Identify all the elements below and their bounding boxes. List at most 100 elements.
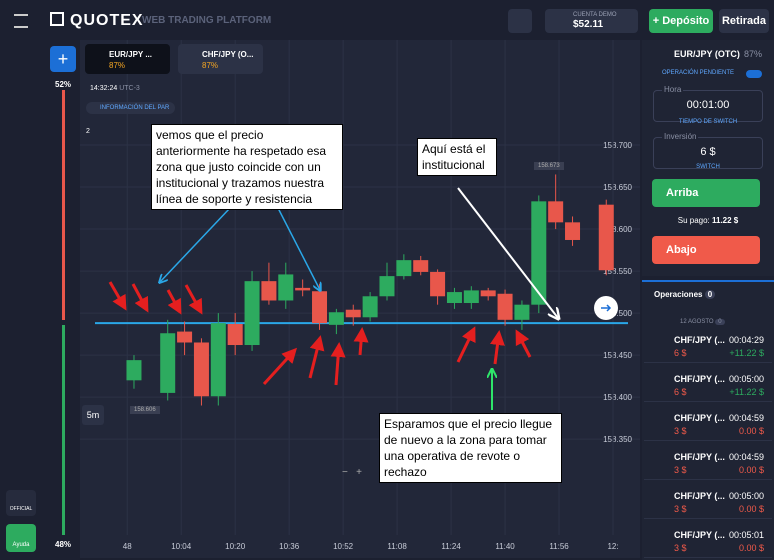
official[interactable]: OFFICIAL bbox=[6, 490, 36, 516]
trade-amount: 3 $ bbox=[674, 504, 687, 514]
switch-time: TIEMPO DE SWITCH bbox=[678, 119, 738, 125]
x-tick-label: 11:24 bbox=[441, 542, 461, 551]
timeframe[interactable]: 5m bbox=[82, 405, 104, 425]
toggle[interactable] bbox=[746, 70, 762, 78]
trade-time: 00:05:00 bbox=[728, 491, 764, 501]
notifications[interactable] bbox=[508, 9, 532, 33]
candle-body bbox=[598, 204, 614, 271]
clock-time: 14:32:24 bbox=[90, 85, 118, 92]
clock-zone: UTC-3 bbox=[119, 85, 140, 92]
balance: $52.11 bbox=[573, 19, 604, 30]
arrow bbox=[330, 342, 346, 386]
clock: 14:32:24 UTC-3 bbox=[90, 85, 140, 92]
help[interactable]: Ayuda bbox=[6, 524, 36, 552]
trade-pair: CHF/JPY (... bbox=[674, 413, 725, 423]
candle-body bbox=[278, 274, 294, 301]
toolbar-count: 2 bbox=[86, 128, 90, 135]
operations-title[interactable]: Operaciones 0 bbox=[654, 290, 716, 299]
time-label: Hora bbox=[662, 85, 684, 94]
arrow bbox=[262, 347, 298, 386]
menu-icon[interactable] bbox=[14, 14, 28, 28]
pending: OPERACIÓN PENDIENTE bbox=[662, 70, 735, 76]
trade-amount: 6 $ bbox=[674, 348, 687, 358]
operations-count: 0 bbox=[704, 290, 716, 299]
y-tick-label: 158.400 bbox=[603, 393, 632, 402]
trade-result: 0.00 $ bbox=[738, 504, 764, 514]
payout: Su pago: 11.22 $ bbox=[642, 216, 774, 225]
trade-result: +11.22 $ bbox=[729, 348, 764, 358]
add-tab[interactable]: + bbox=[50, 46, 76, 72]
x-tick-label: 12: bbox=[607, 542, 618, 551]
subtitle: WEB TRADING PLATFORM bbox=[142, 15, 272, 26]
trade-time: 00:04:59 bbox=[728, 413, 764, 423]
down-button[interactable]: Abajo bbox=[652, 236, 760, 264]
y-tick-label: 158.650 bbox=[603, 183, 632, 192]
zoom-controls[interactable]: − + bbox=[342, 467, 363, 478]
tab[interactable]: EUR/JPY ... 87% bbox=[85, 44, 170, 74]
logo bbox=[50, 12, 64, 26]
invest-input[interactable]: Inversión 6 $ bbox=[653, 132, 763, 169]
arrow bbox=[353, 327, 369, 356]
arrow bbox=[456, 326, 476, 363]
trade-row: CHF/JPY (... 00:05:00 3 $ 0.00 $ bbox=[644, 480, 772, 519]
panel-payout: 87% bbox=[744, 49, 763, 59]
candle-body bbox=[261, 281, 277, 301]
candle-body bbox=[328, 312, 344, 325]
left-sidebar bbox=[0, 38, 42, 558]
withdraw-button[interactable]: Retirada bbox=[719, 9, 769, 33]
candle-body bbox=[463, 290, 479, 304]
candle-body bbox=[160, 333, 176, 393]
candle-body bbox=[379, 276, 395, 297]
invest-value: 6 $ bbox=[700, 146, 716, 158]
candle-body bbox=[312, 291, 328, 324]
icon bbox=[601, 304, 612, 312]
pair-info[interactable]: INFORMACIÓN DEL PAR bbox=[86, 102, 176, 114]
trade-result: 0.00 $ bbox=[738, 426, 764, 436]
candle-body bbox=[396, 260, 412, 277]
trade-row: CHF/JPY (... 00:05:00 6 $ +11.22 $ bbox=[644, 363, 772, 402]
invest-label: Inversión bbox=[662, 132, 699, 141]
time-value: 00:01:00 bbox=[686, 99, 730, 111]
x-tick-label: 10:20 bbox=[225, 542, 246, 551]
time-input[interactable]: Hora 00:01:00 bbox=[653, 85, 763, 122]
y-tick-label: 158.550 bbox=[603, 267, 632, 276]
candle-body bbox=[430, 271, 446, 297]
arrow bbox=[108, 281, 127, 311]
tab-payout: 87% bbox=[202, 61, 219, 70]
trade-panel: EUR/JPY (OTC) 87% OPERACIÓN PENDIENTE Ho… bbox=[642, 40, 774, 276]
tab[interactable]: CHF/JPY (O... 87% bbox=[178, 44, 263, 74]
candle-body bbox=[126, 360, 142, 381]
sentiment-up: 52% bbox=[55, 80, 72, 89]
arrow bbox=[184, 284, 203, 315]
deposit-button[interactable]: + Depósito bbox=[649, 9, 713, 33]
price-tag: 158.606 bbox=[130, 406, 160, 414]
arrow bbox=[308, 335, 325, 379]
x-tick-label: 48 bbox=[123, 542, 132, 551]
candle-body bbox=[244, 281, 260, 346]
trade-amount: 3 $ bbox=[674, 426, 687, 436]
up-button[interactable]: Arriba bbox=[652, 179, 760, 207]
date: 12 AGOSTO 0 bbox=[680, 319, 725, 325]
date-count: 0 bbox=[715, 319, 725, 325]
y-tick-label: 158.600 bbox=[603, 225, 632, 234]
trade-time: 00:05:00 bbox=[728, 374, 764, 384]
x-tick-label: 10:04 bbox=[171, 542, 192, 551]
trade-pair: CHF/JPY (... bbox=[674, 374, 725, 384]
trade-amount: 6 $ bbox=[674, 387, 687, 397]
operations-label: Operaciones bbox=[654, 290, 703, 299]
y-tick-label: 158.350 bbox=[603, 435, 632, 444]
x-tick-label: 11:56 bbox=[549, 542, 569, 551]
trade-row: CHF/JPY (... 00:05:01 3 $ 0.00 $ bbox=[644, 519, 772, 558]
candle-body bbox=[177, 331, 193, 343]
candle-body bbox=[295, 287, 311, 291]
trade-amount: 3 $ bbox=[674, 465, 687, 475]
trade-pair: CHF/JPY (... bbox=[674, 530, 725, 540]
annotation: vemos que el precio anteriormente ha res… bbox=[151, 124, 343, 210]
trade-row: CHF/JPY (... 00:04:59 3 $ 0.00 $ bbox=[644, 402, 772, 441]
account[interactable]: CUENTA DEMO $52.11 bbox=[545, 9, 638, 33]
arrow bbox=[277, 207, 320, 290]
price-tag: 158.673 bbox=[534, 162, 564, 170]
candle-body bbox=[446, 292, 462, 304]
trade-pair: CHF/JPY (... bbox=[674, 335, 725, 345]
arrow bbox=[457, 187, 558, 318]
